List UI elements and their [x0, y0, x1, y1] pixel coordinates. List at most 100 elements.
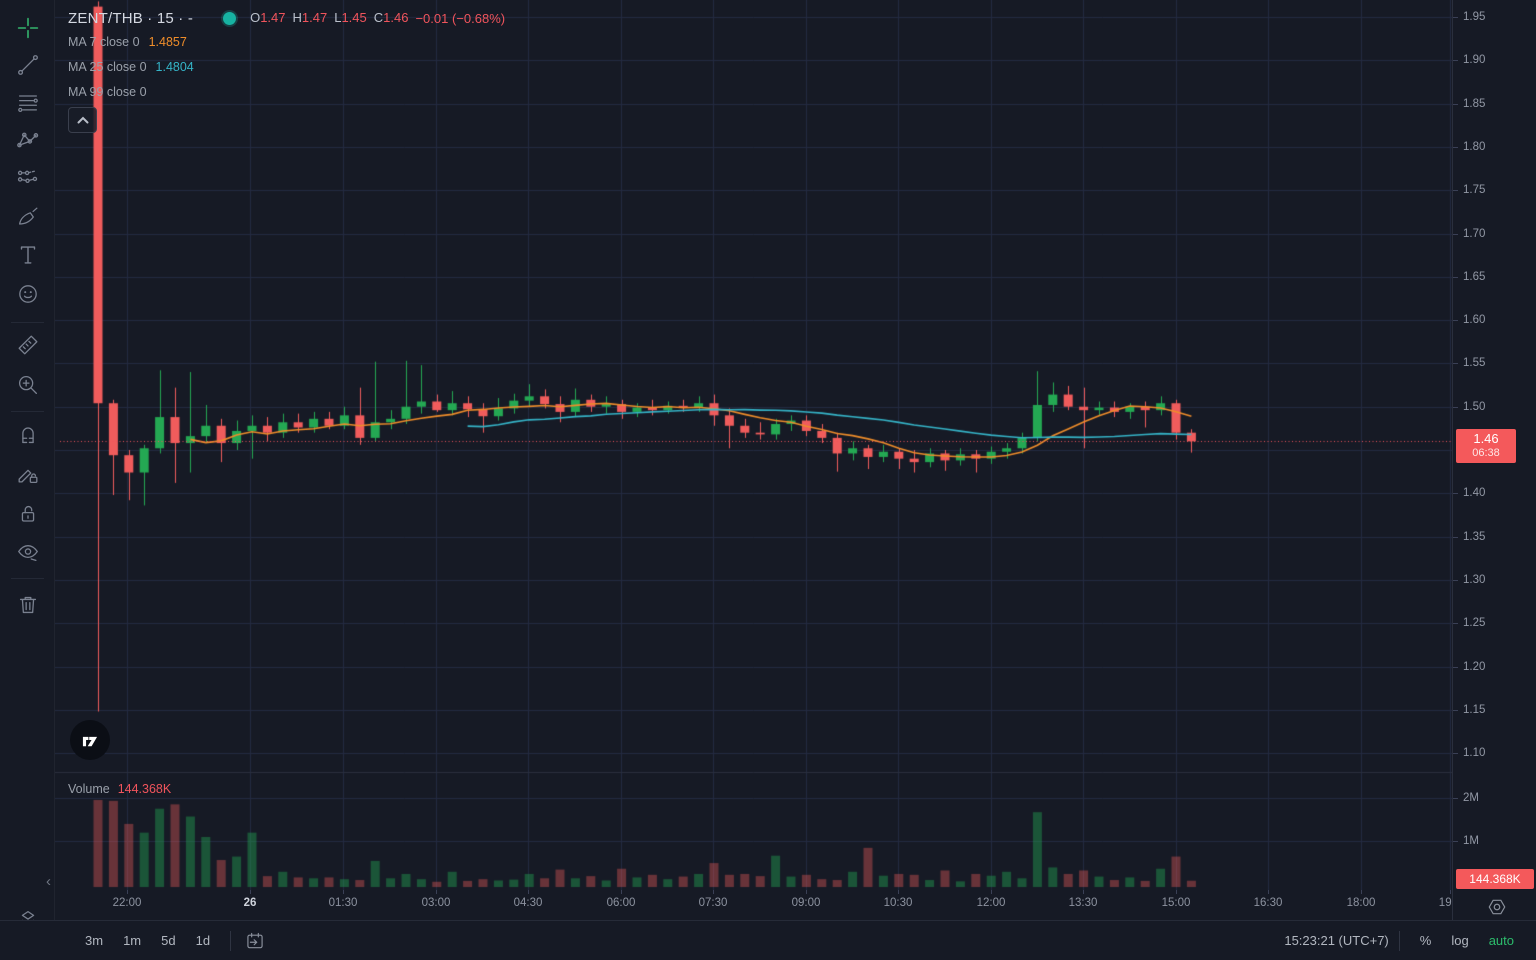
time-axis-tick	[621, 890, 622, 894]
time-axis[interactable]: 22:00 26 01:30 03:00 04:30 06:00 07:30 09:00 10:…	[55, 890, 1452, 920]
time-axis-tick	[250, 890, 251, 894]
time-axis-tick	[898, 890, 899, 894]
volume-legend[interactable]: Volume 144.368K	[68, 782, 171, 796]
indicator-row-ma7[interactable]: MA 7 close 0 1.4857	[68, 29, 505, 54]
indicator-row-ma25[interactable]: MA 25 close 0 1.4804	[68, 54, 505, 79]
fib-retracement-button[interactable]	[13, 87, 43, 117]
collapse-left-arrow-icon[interactable]: ‹	[46, 873, 51, 890]
price-axis-label: 1.65	[1452, 270, 1486, 283]
crosshair-icon	[17, 17, 39, 39]
time-axis-label: 10:30	[883, 897, 913, 909]
forecast-button[interactable]	[13, 163, 43, 193]
time-axis-label: 01:30	[328, 897, 358, 909]
time-axis-label: 16:30	[1253, 897, 1283, 909]
axis-settings-gear-icon[interactable]	[1485, 895, 1509, 919]
tradingview-logo-icon	[82, 736, 98, 747]
market-status-dot-icon[interactable]	[223, 11, 237, 25]
drawing-toolbar	[0, 0, 55, 930]
toolbar-divider	[1398, 930, 1400, 951]
toolbar-divider	[230, 930, 232, 951]
time-axis-tick	[343, 890, 344, 894]
xabcd-pattern-button[interactable]	[13, 125, 43, 155]
price-axis[interactable]: 1.46 06:38 144.368K 1.95 1.90 1.85 1.80 1.75…	[1452, 0, 1536, 920]
time-axis-tick	[1450, 890, 1451, 894]
magnet-icon	[22, 427, 34, 444]
bottom-right-controls: 15:23:21 (UTC+7) % log auto	[1284, 929, 1524, 952]
magnet-button[interactable]	[13, 420, 43, 450]
time-axis-tick	[127, 890, 128, 894]
brush-button[interactable]	[13, 202, 43, 232]
symbol-title[interactable]: ZENT/THB · 15 · -	[68, 9, 194, 27]
price-axis-label: 1.50	[1452, 400, 1486, 413]
range-button-3m[interactable]: 3m	[85, 933, 104, 948]
indicator-row-ma99[interactable]: MA 99 close 0	[68, 79, 505, 104]
emoji-button[interactable]	[13, 279, 43, 309]
time-axis-label: 04:30	[513, 897, 543, 909]
time-axis-label: 06:00	[606, 897, 636, 909]
price-axis-label: 1.30	[1452, 573, 1486, 586]
price-axis-label: 1.70	[1452, 227, 1486, 240]
range-button-5d[interactable]: 5d	[161, 933, 176, 948]
range-button-1d[interactable]: 1d	[195, 933, 211, 948]
zoom-in-icon	[18, 375, 38, 395]
time-axis-tick	[1361, 890, 1362, 894]
toolbar-divider	[11, 411, 44, 412]
ohlc-o: O1.47	[250, 10, 286, 25]
text-tool-icon	[20, 246, 36, 264]
range-button-1m[interactable]: 1m	[123, 933, 142, 948]
price-axis-label: 1.15	[1452, 703, 1486, 716]
log-scale-toggle[interactable]: log	[1451, 933, 1469, 948]
measure-button[interactable]	[13, 330, 43, 360]
price-axis-label: 1.80	[1452, 140, 1486, 153]
volume-axis-label: 1M	[1453, 835, 1479, 847]
indicator-label: MA 7 close 0	[68, 34, 140, 49]
brush-icon	[18, 207, 38, 225]
indicator-label: MA 25 close 0	[68, 59, 147, 74]
price-axis-label: 1.20	[1452, 660, 1486, 673]
lock-all-button[interactable]	[13, 499, 43, 529]
time-axis-label: 13:30	[1068, 897, 1098, 909]
time-axis-label: 12:00	[976, 897, 1006, 909]
toolbar-divider	[11, 578, 44, 579]
ohlc-l: L1.45	[334, 10, 367, 25]
time-axis-tick	[1268, 890, 1269, 894]
ohlc-h: H1.47	[292, 10, 328, 25]
price-axis-label: 1.25	[1452, 617, 1486, 630]
clock[interactable]: 15:23:21 (UTC+7)	[1284, 933, 1389, 948]
last-price-tag: 1.46 06:38	[1456, 429, 1516, 463]
volume-label: Volume	[68, 782, 110, 796]
time-axis-label: 18:00	[1346, 897, 1376, 909]
percent-scale-toggle[interactable]: %	[1419, 933, 1432, 948]
ohlc-values: O1.47 H1.47 L1.45 C1.46	[250, 9, 415, 27]
indicator-label: MA 99 close 0	[68, 84, 147, 99]
auto-scale-toggle[interactable]: auto	[1488, 933, 1514, 948]
time-axis-tick	[1083, 890, 1084, 894]
price-axis-label: 1.85	[1452, 97, 1486, 110]
indicator-value: 1.4857	[148, 34, 187, 49]
price-chart[interactable]	[55, 0, 1452, 890]
trend-line-icon	[18, 55, 38, 75]
volume-axis-label: 2M	[1453, 792, 1479, 804]
time-axis-tick	[991, 890, 992, 894]
time-axis-label: 19:3	[1438, 897, 1452, 909]
price-axis-label: 1.90	[1452, 54, 1486, 67]
price-axis-label: 1.40	[1452, 487, 1486, 500]
text-tool-button[interactable]	[13, 240, 43, 270]
tradingview-logo[interactable]	[70, 720, 110, 760]
go-to-date-button[interactable]	[241, 927, 269, 955]
date-range-buttons: 3m 1m 5d 1d	[75, 929, 220, 952]
zoom-in-button[interactable]	[13, 370, 43, 400]
draw-lock-button[interactable]	[13, 459, 43, 489]
crosshair-button[interactable]	[13, 13, 43, 43]
emoji-icon	[19, 285, 37, 303]
legend-collapse-button[interactable]	[68, 107, 97, 133]
hide-drawings-button[interactable]	[13, 537, 43, 567]
time-axis-tick	[436, 890, 437, 894]
chart-legend: ZENT/THB · 15 · - O1.47 H1.47 L1.45 C1.46 −…	[68, 7, 505, 133]
price-axis-label: 1.10	[1452, 747, 1486, 760]
draw-lock-icon	[18, 469, 38, 484]
remove-drawings-button[interactable]	[13, 590, 43, 620]
indicator-value: 1.4804	[155, 59, 194, 74]
trend-line-button[interactable]	[13, 50, 43, 80]
toolbar-divider	[11, 322, 44, 323]
